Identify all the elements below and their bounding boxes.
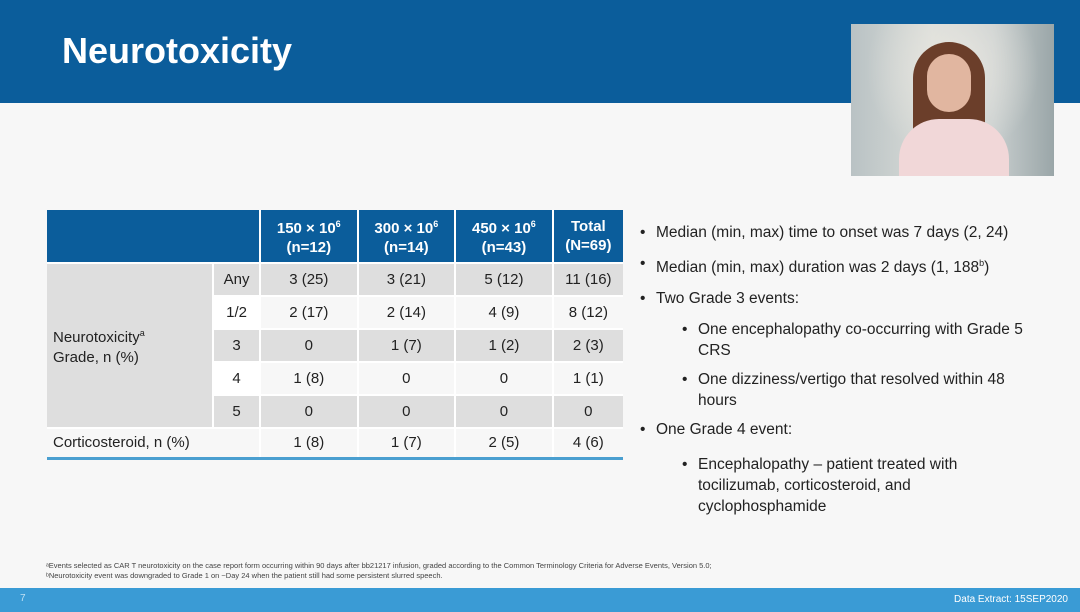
table-row-corticosteroid: Corticosteroid, n (%) 1 (8) 1 (7) 2 (5) …	[47, 427, 623, 460]
presenter-webcam	[851, 24, 1054, 176]
cell: 1 (7)	[356, 328, 456, 362]
cell: 0	[259, 394, 358, 428]
bullet-item: Median (min, max) time to onset was 7 da…	[640, 222, 1040, 243]
grade-cell: 5	[212, 394, 260, 428]
cell: 1 (2)	[454, 328, 553, 362]
neurotoxicity-table: 150 × 106 (n=12) 300 × 106 (n=14) 450 × 10…	[47, 210, 623, 460]
cell: 0	[356, 394, 456, 428]
cell: 0	[454, 361, 553, 395]
bullet-item: Median (min, max) duration was 2 days (1…	[640, 253, 1040, 278]
footer-bar: 7 Data Extract: 15SEP2020	[0, 588, 1080, 612]
grade-cell: Any	[212, 262, 260, 296]
sub-bullet-item: Encephalopathy – patient treated with to…	[682, 454, 1040, 517]
cell: 1 (8)	[259, 361, 358, 395]
sub-bullet-item: One dizziness/vertigo that resolved with…	[682, 369, 1040, 411]
cell: 2 (5)	[454, 427, 553, 460]
cell: 2 (17)	[259, 295, 358, 329]
bullet-item: One Grade 4 event:	[640, 419, 1040, 440]
cell: 3 (25)	[259, 262, 358, 296]
slide-title: Neurotoxicity	[62, 30, 293, 71]
cell: 0	[259, 328, 358, 362]
cell: 4 (9)	[454, 295, 553, 329]
table-row: 5 0 0 0 0	[47, 394, 623, 428]
cell: 5 (12)	[454, 262, 553, 296]
cell: 4 (6)	[551, 427, 623, 460]
grade-cell: 4	[212, 361, 260, 395]
cell: 8 (12)	[551, 295, 623, 329]
col-header: 450 × 106 (n=43)	[454, 210, 553, 263]
table-header-row: 150 × 106 (n=12) 300 × 106 (n=14) 450 × 10…	[47, 210, 623, 263]
col-header: 300 × 106 (n=14)	[356, 210, 456, 263]
cell: 3 (21)	[356, 262, 456, 296]
cell: 2 (3)	[551, 328, 623, 362]
sub-bullet-item: One encephalopathy co-occurring with Gra…	[682, 319, 1040, 361]
col-header: Total (N=69)	[551, 210, 623, 263]
footnote-b: ᵇNeurotoxicity event was downgraded to G…	[46, 571, 443, 580]
table-row: Neurotoxicitya Grade, n (%) Any 3 (25) 3 …	[47, 262, 623, 428]
table-row: 3 0 1 (7) 1 (2) 2 (3)	[47, 328, 623, 362]
group-label: Neurotoxicitya Grade, n (%)	[47, 262, 214, 428]
footnotes: ᵃEvents selected as CAR T neurotoxicity …	[46, 561, 712, 581]
table-row: 1/2 2 (17) 2 (14) 4 (9) 8 (12)	[47, 295, 623, 329]
cell: 1 (1)	[551, 361, 623, 395]
cell: 1 (7)	[356, 427, 456, 460]
cell: 0	[356, 361, 456, 395]
data-extract-date: Data Extract: 15SEP2020	[954, 594, 1068, 605]
bullet-list: Median (min, max) time to onset was 7 da…	[640, 222, 1040, 525]
col-header: 150 × 106 (n=12)	[259, 210, 358, 263]
cell: 0	[551, 394, 623, 428]
table-row: 4 1 (8) 0 0 1 (1)	[47, 361, 623, 395]
page-number: 7	[20, 593, 26, 604]
cell: 0	[454, 394, 553, 428]
row-label: Corticosteroid, n (%)	[47, 427, 260, 460]
footnote-a: ᵃEvents selected as CAR T neurotoxicity …	[46, 561, 712, 570]
cell: 1 (8)	[259, 427, 358, 460]
cell: 11 (16)	[551, 262, 623, 296]
grade-cell: 3	[212, 328, 260, 362]
cell: 2 (14)	[356, 295, 456, 329]
bullet-item: Two Grade 3 events:	[640, 288, 1040, 309]
grade-cell: 1/2	[212, 295, 260, 329]
